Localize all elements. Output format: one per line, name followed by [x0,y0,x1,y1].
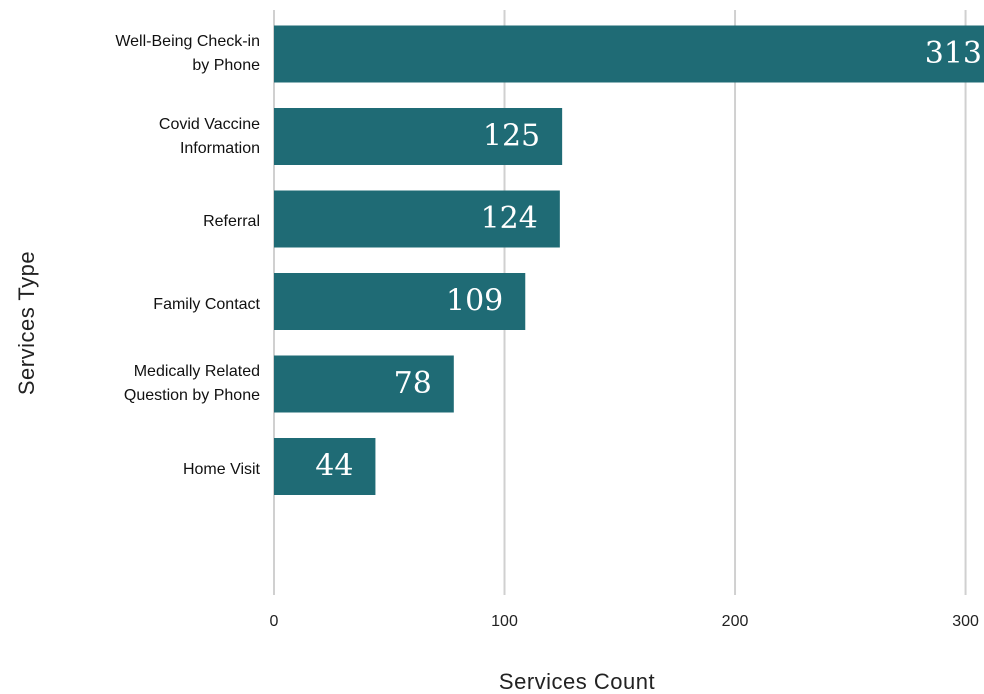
value-label: 109 [446,284,503,319]
x-tick-label: 0 [270,613,279,630]
y-tick-label: Well-Being Check-in by Phone [115,33,260,75]
value-label: 125 [483,119,540,154]
y-axis-label: Services Type [14,251,39,395]
bar [274,355,454,413]
y-tick-label: Medically Related Question by Phone [123,363,260,405]
x-tick-label: 300 [952,613,979,630]
value-label: 124 [481,201,538,236]
y-tick-label: Family Contact [153,295,260,313]
y-tick-label: Covid Vaccine Information [158,115,260,157]
bar [274,273,526,330]
bar [274,108,563,165]
bar [274,190,560,248]
y-tick-label: Home Visit [182,460,260,478]
bar [274,25,984,83]
value-label: 78 [394,366,432,401]
value-label: 44 [315,449,353,484]
value-label: 313 [925,36,982,71]
x-tick-label: 200 [722,613,749,630]
x-axis-label: Services Count [499,669,655,694]
bars [274,25,984,495]
y-tick-label: Referral [203,213,260,231]
x-tick-label: 100 [491,613,518,630]
bar [274,438,376,495]
